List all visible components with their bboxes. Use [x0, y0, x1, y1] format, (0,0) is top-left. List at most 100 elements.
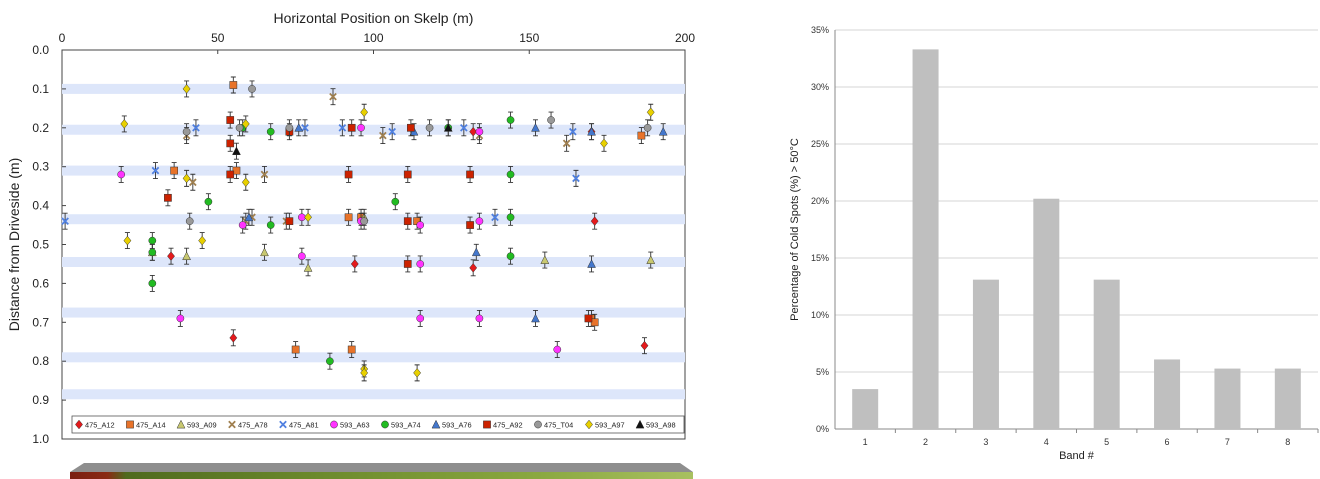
- data-point: [407, 123, 415, 132]
- y-tick-label: 0%: [816, 424, 829, 434]
- data-point: [643, 123, 652, 132]
- data-point: [540, 255, 550, 264]
- x-axis-title: Band #: [1059, 450, 1095, 462]
- data-point: [403, 260, 412, 268]
- data-point: [360, 368, 369, 378]
- data-point: [229, 333, 238, 343]
- series-593_A76: [244, 119, 668, 327]
- data-point: [260, 170, 269, 179]
- data-point: [285, 217, 294, 226]
- data-point: [329, 92, 337, 101]
- data-point: [164, 193, 172, 202]
- data-point: [587, 126, 596, 136]
- x-tick-label: 50: [211, 31, 225, 45]
- data-point: [244, 212, 254, 222]
- plot-area: [61, 49, 686, 440]
- data-point: [506, 252, 515, 261]
- data-point: [294, 123, 304, 132]
- legend-label: 475_A78: [238, 421, 268, 430]
- data-point: [469, 126, 478, 137]
- legend-label: 475_A12: [85, 421, 115, 430]
- y-tick-label: 15%: [811, 253, 829, 263]
- data-point: [229, 81, 238, 89]
- data-point: [466, 221, 474, 229]
- legend-marker: [635, 419, 645, 429]
- series-593_A97: [120, 80, 655, 382]
- data-point: [562, 139, 571, 148]
- legend-marker: [279, 420, 287, 429]
- data-point: [285, 123, 294, 132]
- data-point: [182, 127, 191, 136]
- data-point: [266, 221, 275, 229]
- legend-label: 593_A09: [187, 421, 217, 430]
- skelp-top-face: [70, 463, 693, 472]
- data-point: [241, 119, 250, 129]
- data-point: [347, 123, 356, 132]
- legend-box: [71, 415, 685, 434]
- data-point: [301, 123, 309, 132]
- y-tick-label: 0.5: [32, 238, 49, 252]
- band-stripe-3: [62, 165, 685, 176]
- data-point: [266, 127, 275, 136]
- data-point: [167, 251, 175, 261]
- bar-band-1: [852, 389, 879, 429]
- y-tick-label: 25%: [811, 139, 829, 149]
- band-stripe-5: [62, 257, 685, 268]
- legend-marker: [330, 420, 338, 429]
- data-point: [61, 217, 69, 225]
- legend-label: 475_A81: [289, 421, 319, 430]
- data-point: [425, 123, 434, 132]
- data-point: [298, 252, 306, 261]
- y-tick-label: 0.2: [32, 121, 49, 135]
- legend-marker: [483, 420, 491, 429]
- legend-item: 593_A76: [431, 419, 472, 430]
- data-point: [506, 116, 515, 124]
- bar-band-2: [912, 49, 939, 429]
- data-point: [347, 345, 356, 354]
- legend-item: 593_A09: [176, 419, 217, 430]
- legend-label: 475_A92: [493, 421, 523, 430]
- data-point: [590, 318, 599, 327]
- legend-label: 593_A63: [340, 421, 370, 430]
- data-point: [572, 174, 580, 183]
- data-point: [600, 138, 608, 149]
- x-tick-label: 100: [363, 31, 383, 45]
- band-stripe-4: [62, 214, 685, 225]
- legend-item: 475_A14: [126, 421, 166, 430]
- legend-item: 593_A97: [585, 419, 625, 430]
- data-point: [531, 123, 540, 132]
- data-point: [506, 213, 515, 222]
- data-point: [235, 123, 244, 132]
- x-axis-title: Horizontal Position on Skelp (m): [274, 10, 474, 26]
- band-stripe-8: [62, 389, 685, 400]
- data-point: [350, 259, 359, 269]
- data-point: [151, 166, 160, 175]
- x-tick-label: 0: [59, 31, 66, 45]
- data-point: [148, 248, 157, 257]
- data-point: [357, 123, 365, 132]
- series-593_A98: [232, 119, 453, 160]
- legend-marker: [75, 419, 83, 430]
- legend-label: 475_A14: [136, 421, 166, 430]
- x-tick-label: 200: [675, 31, 695, 45]
- y-tick-label: 5%: [816, 367, 829, 377]
- data-point: [590, 216, 599, 226]
- data-point: [403, 170, 412, 179]
- data-point: [182, 251, 192, 261]
- data-point: [123, 235, 132, 246]
- x-tick-label: 4: [1044, 437, 1049, 447]
- y-tick-label: 0.7: [32, 315, 49, 329]
- legend-item: 475_A81: [279, 420, 319, 430]
- data-point: [204, 197, 213, 206]
- data-point: [185, 217, 194, 226]
- legend-label: 593_A98: [646, 421, 676, 430]
- data-point: [304, 212, 313, 223]
- data-point: [120, 119, 129, 129]
- y-tick-label: 0.0: [32, 43, 49, 57]
- legend-marker: [431, 419, 441, 429]
- x-tick-label: 1: [863, 437, 868, 447]
- data-point: [148, 279, 157, 288]
- legend-label: 593_A74: [391, 421, 421, 430]
- data-point: [391, 197, 400, 206]
- data-point: [416, 221, 425, 229]
